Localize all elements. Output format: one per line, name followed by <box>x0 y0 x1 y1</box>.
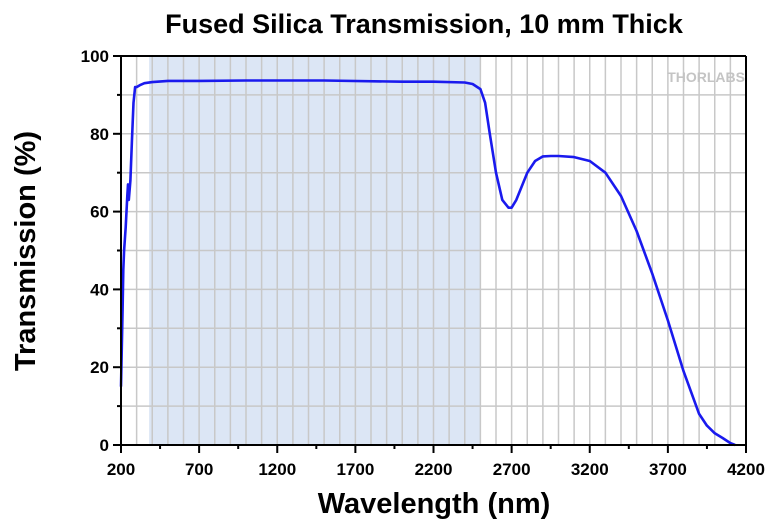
x-tick-label: 3700 <box>649 460 687 479</box>
axis-layer <box>113 55 747 453</box>
x-tick-label: 2200 <box>415 460 453 479</box>
y-axis-title: Transmission (%) <box>10 131 42 371</box>
x-tick-label: 200 <box>107 460 135 479</box>
x-tick-label: 1700 <box>336 460 374 479</box>
x-tick-label: 1200 <box>258 460 296 479</box>
grid-layer <box>121 56 746 445</box>
x-tick-label: 2700 <box>493 460 531 479</box>
x-axis-title: Wavelength (nm) <box>318 488 551 520</box>
tick-label-layer: 200 700 1200 1700 2200 2700 3200 3700 4200 0 20 40 6… <box>81 47 765 479</box>
thorlabs-logo: THORLABS <box>667 69 745 85</box>
series-line-layer <box>119 79 736 447</box>
transmission-series-line <box>119 79 736 447</box>
y-tick-label: 20 <box>90 358 109 377</box>
x-tick-label: 4200 <box>727 460 765 479</box>
x-tick-label: 3200 <box>571 460 609 479</box>
y-tick-label: 100 <box>81 47 109 66</box>
y-tick-label: 0 <box>100 436 109 455</box>
y-tick-label: 40 <box>90 280 109 299</box>
x-tick-label: 700 <box>185 460 213 479</box>
y-tick-label: 60 <box>90 203 109 222</box>
y-tick-label: 80 <box>90 125 109 144</box>
chart-title: Fused Silica Transmission, 10 mm Thick <box>165 9 684 39</box>
